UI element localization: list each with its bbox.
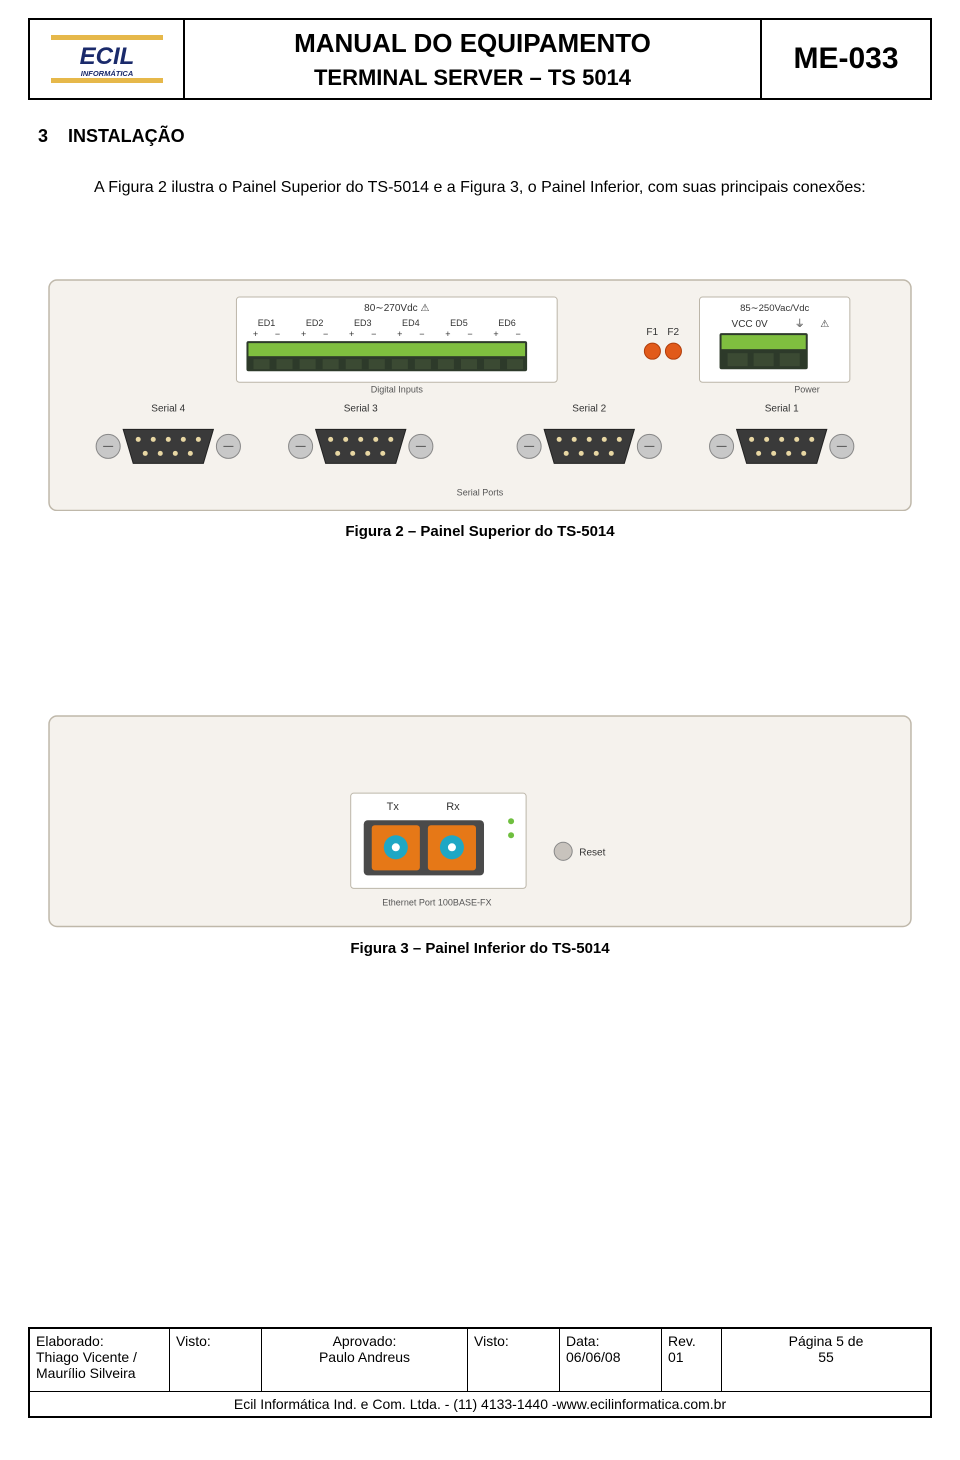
- svg-text:⏚: ⏚: [795, 318, 805, 330]
- svg-text:ED4: ED4: [402, 318, 420, 328]
- doc-title: MANUAL DO EQUIPAMENTO: [294, 28, 651, 59]
- svg-text:−: −: [515, 329, 520, 339]
- svg-text:ECIL: ECIL: [79, 43, 134, 70]
- section-title: INSTALAÇÃO: [68, 126, 185, 147]
- panel-inferior-svg: Tx Rx Ethernet Port 100BASE-FX Reset: [48, 715, 912, 927]
- svg-text:Serial 4: Serial 4: [151, 403, 185, 414]
- footer-visto-1: Visto:: [170, 1329, 262, 1391]
- svg-text:ED3: ED3: [354, 318, 372, 328]
- svg-text:Reset: Reset: [579, 847, 605, 858]
- footer: Elaborado: Thiago Vicente / Maurílio Sil…: [28, 1327, 932, 1418]
- svg-text:+: +: [253, 329, 258, 339]
- section-heading: 3 INSTALAÇÃO: [38, 126, 932, 147]
- svg-text:Serial Ports: Serial Ports: [457, 487, 504, 497]
- svg-text:Serial 1: Serial 1: [765, 403, 799, 414]
- svg-text:ED6: ED6: [498, 318, 516, 328]
- footer-rev: Rev. 01: [662, 1329, 722, 1391]
- svg-text:F2: F2: [667, 327, 679, 338]
- svg-text:+: +: [397, 329, 402, 339]
- svg-text:Digital Inputs: Digital Inputs: [371, 384, 424, 394]
- svg-text:ED2: ED2: [306, 318, 324, 328]
- svg-text:VCC 0V: VCC 0V: [732, 319, 768, 330]
- svg-text:85∼250Vac/Vdc: 85∼250Vac/Vdc: [740, 303, 809, 314]
- svg-text:−: −: [371, 329, 376, 339]
- svg-text:Rx: Rx: [446, 801, 460, 813]
- footer-elaborado: Elaborado: Thiago Vicente / Maurílio Sil…: [30, 1329, 170, 1391]
- svg-text:⚠: ⚠: [820, 319, 829, 330]
- footer-data: Data: 06/06/08: [560, 1329, 662, 1391]
- svg-text:+: +: [349, 329, 354, 339]
- svg-text:F1: F1: [646, 327, 658, 338]
- footer-page: Página 5 de 55: [722, 1329, 930, 1391]
- footer-visto-2: Visto:: [468, 1329, 560, 1391]
- footer-aprovado: Aprovado: Paulo Andreus: [262, 1329, 468, 1391]
- footer-company-line: Ecil Informática Ind. e Com. Ltda. - (11…: [30, 1391, 930, 1416]
- header: ECIL INFORMÁTICA MANUAL DO EQUIPAMENTO T…: [28, 18, 932, 100]
- body-paragraph: A Figura 2 ilustra o Painel Superior do …: [46, 177, 914, 199]
- figure-3-caption: Figura 3 – Painel Inferior do TS-5014: [48, 940, 912, 957]
- svg-text:Power: Power: [794, 384, 820, 394]
- svg-text:−: −: [467, 329, 472, 339]
- svg-text:Serial 3: Serial 3: [344, 403, 378, 414]
- doc-subtitle: TERMINAL SERVER – TS 5014: [314, 65, 631, 91]
- svg-text:+: +: [445, 329, 450, 339]
- svg-text:−: −: [323, 329, 328, 339]
- svg-text:80∼270Vdc ⚠: 80∼270Vdc ⚠: [364, 303, 429, 314]
- title-cell: MANUAL DO EQUIPAMENTO TERMINAL SERVER – …: [185, 20, 760, 98]
- panel-superior-svg: 80∼270Vdc ⚠ ED1 ED2 ED3 ED4 ED5 ED6 + − + − + −…: [48, 279, 912, 512]
- svg-text:+: +: [493, 329, 498, 339]
- figure-2-caption: Figura 2 – Painel Superior do TS-5014: [48, 523, 912, 540]
- svg-text:Tx: Tx: [387, 801, 400, 813]
- svg-text:Serial 2: Serial 2: [572, 403, 606, 414]
- svg-text:−: −: [275, 329, 280, 339]
- footer-row: Elaborado: Thiago Vicente / Maurílio Sil…: [30, 1329, 930, 1391]
- svg-text:ED1: ED1: [258, 318, 276, 328]
- logo-cell: ECIL INFORMÁTICA: [30, 20, 185, 98]
- figure-3: Tx Rx Ethernet Port 100BASE-FX Reset Fig…: [48, 715, 912, 956]
- svg-text:−: −: [419, 329, 424, 339]
- svg-text:INFORMÁTICA: INFORMÁTICA: [80, 69, 133, 78]
- svg-text:+: +: [301, 329, 306, 339]
- doc-code: ME-033: [760, 20, 930, 98]
- logo-svg: ECIL INFORMÁTICA: [47, 29, 167, 89]
- figure-2: 80∼270Vdc ⚠ ED1 ED2 ED3 ED4 ED5 ED6 + − + − + −…: [48, 279, 912, 541]
- svg-text:Ethernet Port 100BASE-FX: Ethernet Port 100BASE-FX: [382, 898, 491, 908]
- svg-text:ED5: ED5: [450, 318, 468, 328]
- section-number: 3: [38, 126, 48, 147]
